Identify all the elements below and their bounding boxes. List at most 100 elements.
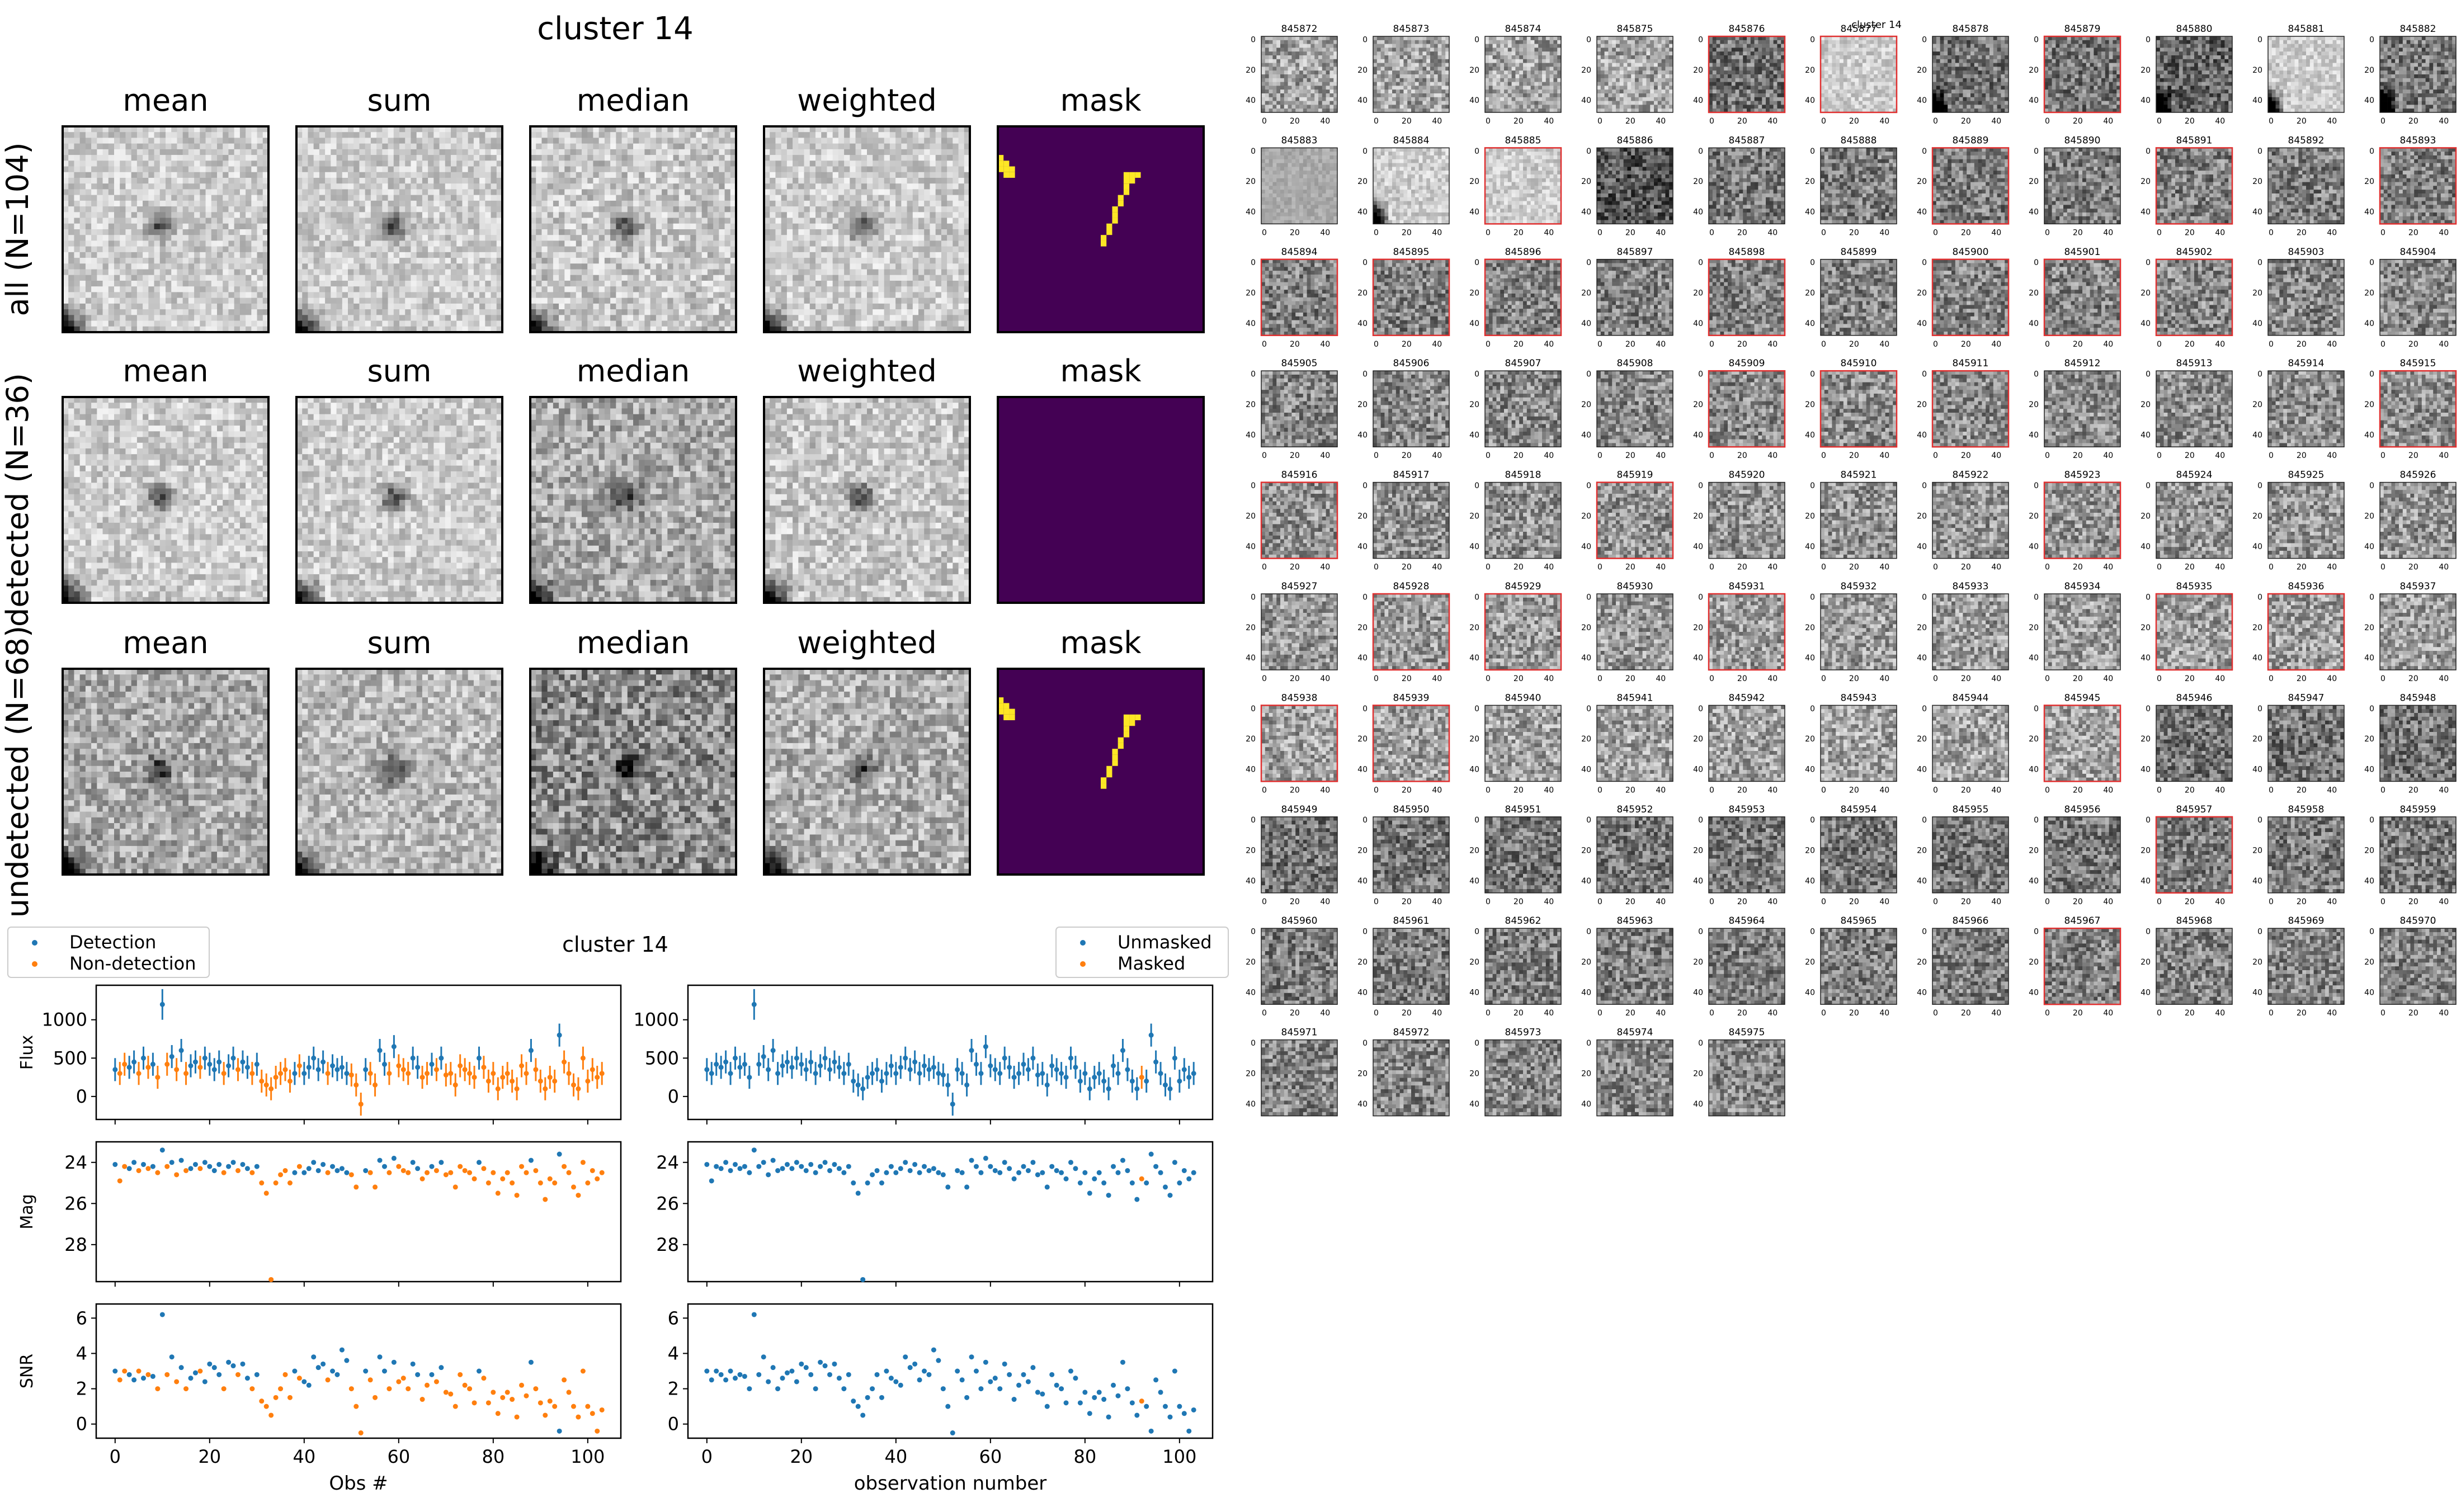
stack-pixel — [576, 160, 582, 167]
stack-pixel — [411, 138, 417, 144]
stack-pixel — [582, 126, 588, 133]
stack-pixel — [884, 286, 890, 292]
stack-pixel — [342, 315, 348, 321]
stack-pixel — [370, 212, 377, 218]
stack-pixel — [878, 126, 885, 133]
stack-pixel — [194, 263, 200, 270]
stack-pixel — [388, 297, 394, 304]
stack-pixel — [696, 183, 703, 190]
stack-pixel — [365, 143, 371, 150]
stack-pixel — [650, 275, 657, 281]
stack-pixel — [861, 143, 868, 150]
stack-pixel — [690, 206, 696, 212]
stack-pixel — [468, 172, 474, 178]
stack-pixel — [136, 132, 143, 138]
stack-pixel — [223, 320, 229, 327]
stack-pixel — [889, 143, 896, 150]
stack-pixel — [445, 155, 451, 161]
stack-pixel — [108, 269, 115, 276]
stack-pixel — [713, 320, 719, 327]
stack-pixel — [85, 320, 92, 327]
stack-pixel — [713, 297, 719, 304]
stack-pixel — [223, 303, 229, 310]
stack-pixel — [445, 172, 451, 178]
stack-pixel — [656, 143, 662, 150]
stack-pixel — [217, 246, 223, 253]
stack-pixel — [85, 315, 92, 321]
stack-pixel — [136, 281, 143, 287]
stack-pixel — [621, 286, 628, 292]
stack-pixel — [246, 126, 252, 133]
stack-pixel — [411, 326, 417, 333]
stack-pixel — [541, 212, 548, 218]
stack-pixel — [650, 326, 657, 333]
stack-pixel — [308, 178, 314, 184]
stack-pixel — [166, 309, 172, 315]
stack-pixel — [764, 212, 770, 218]
stack-pixel — [667, 297, 673, 304]
stack-pixel — [422, 200, 428, 207]
stack-pixel — [884, 183, 890, 190]
stack-pixel — [855, 297, 862, 304]
stack-pixel — [587, 252, 593, 258]
stack-pixel — [798, 286, 804, 292]
stack-pixel — [376, 223, 383, 230]
stack-pixel — [125, 269, 132, 276]
stack-pixel — [907, 149, 913, 155]
stack-pixel — [947, 206, 953, 212]
stack-pixel — [97, 143, 103, 150]
stack-pixel — [370, 309, 377, 315]
stack-pixel — [79, 246, 86, 253]
stack-pixel — [656, 281, 662, 287]
stack-pixel — [91, 269, 97, 276]
stack-pixel — [125, 126, 132, 133]
stack-pixel — [610, 252, 616, 258]
stack-pixel — [627, 240, 634, 247]
stack-pixel — [433, 286, 440, 292]
stack-pixel — [644, 218, 651, 224]
stack-pixel — [85, 138, 92, 144]
stack-pixel — [359, 315, 366, 321]
stack-pixel — [422, 303, 428, 310]
stack-pixel — [639, 235, 645, 241]
stack-pixel — [131, 326, 138, 333]
stack-pixel — [223, 309, 229, 315]
stack-pixel — [97, 155, 103, 161]
stack-pixel — [262, 263, 269, 270]
stack-pixel — [257, 166, 263, 173]
stack-pixel — [662, 240, 668, 247]
stack-pixel — [468, 258, 474, 264]
stack-pixel — [422, 309, 428, 315]
stack-pixel — [536, 315, 542, 321]
stack-pixel — [696, 195, 703, 201]
stack-pixel — [730, 263, 737, 270]
stack-pixel — [353, 206, 360, 212]
stack-pixel — [177, 166, 183, 173]
stack-pixel — [228, 206, 235, 212]
stack-pixel — [217, 309, 223, 315]
stack-pixel — [553, 229, 559, 235]
stack-pixel — [97, 240, 103, 247]
stack-pixel — [148, 172, 154, 178]
stack-pixel — [850, 275, 856, 281]
stack-pixel — [388, 132, 394, 138]
stack-pixel — [530, 281, 536, 287]
stack-pixel — [143, 155, 149, 161]
stack-pixel — [656, 126, 662, 133]
stack-pixel — [895, 223, 902, 230]
stack-pixel — [182, 223, 189, 230]
stack-pixel — [171, 320, 177, 327]
stack-pixel — [912, 292, 919, 299]
stack-pixel — [246, 178, 252, 184]
stack-pixel — [74, 246, 81, 253]
stack-pixel — [930, 200, 936, 207]
stack-pixel — [296, 240, 303, 247]
stack-pixel — [918, 183, 925, 190]
stack-pixel — [719, 269, 725, 276]
stack-pixel — [143, 286, 149, 292]
stack-pixel — [553, 212, 559, 218]
stack-pixel — [182, 189, 189, 196]
stack-pixel — [786, 252, 793, 258]
stack-pixel — [120, 286, 126, 292]
stack-pixel — [353, 166, 360, 173]
